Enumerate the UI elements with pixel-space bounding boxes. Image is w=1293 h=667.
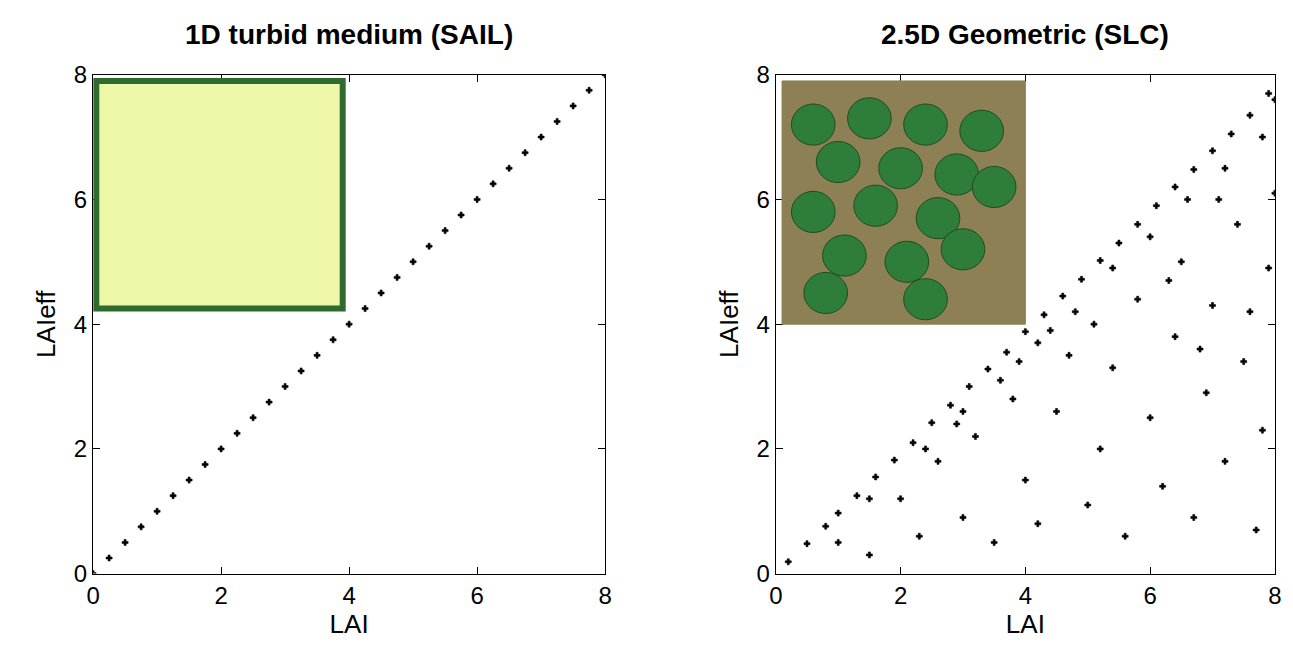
svg-text:0: 0	[86, 582, 99, 609]
svg-text:2: 2	[74, 435, 87, 462]
svg-text:6: 6	[470, 582, 483, 609]
svg-text:6: 6	[1143, 582, 1156, 609]
svg-text:2.5D Geometric (SLC): 2.5D Geometric (SLC)	[881, 19, 1169, 50]
svg-text:2: 2	[756, 435, 769, 462]
svg-text:1D turbid medium (SAIL): 1D turbid medium (SAIL)	[185, 19, 513, 50]
svg-text:LAIeff: LAIeff	[714, 290, 744, 358]
svg-text:4: 4	[756, 311, 769, 338]
svg-text:8: 8	[598, 582, 611, 609]
svg-text:4: 4	[342, 582, 355, 609]
svg-text:0: 0	[756, 560, 769, 587]
svg-text:0: 0	[74, 560, 87, 587]
svg-text:4: 4	[74, 311, 87, 338]
svg-text:LAI: LAI	[1006, 609, 1045, 639]
svg-text:0: 0	[769, 582, 782, 609]
svg-text:LAI: LAI	[330, 609, 369, 639]
svg-text:8: 8	[756, 61, 769, 88]
svg-text:4: 4	[1019, 582, 1032, 609]
svg-text:8: 8	[74, 61, 87, 88]
svg-text:6: 6	[756, 186, 769, 213]
svg-text:8: 8	[1268, 582, 1281, 609]
svg-text:2: 2	[894, 582, 907, 609]
svg-text:2: 2	[214, 582, 227, 609]
svg-text:LAIeff: LAIeff	[31, 290, 61, 358]
svg-text:6: 6	[74, 186, 87, 213]
